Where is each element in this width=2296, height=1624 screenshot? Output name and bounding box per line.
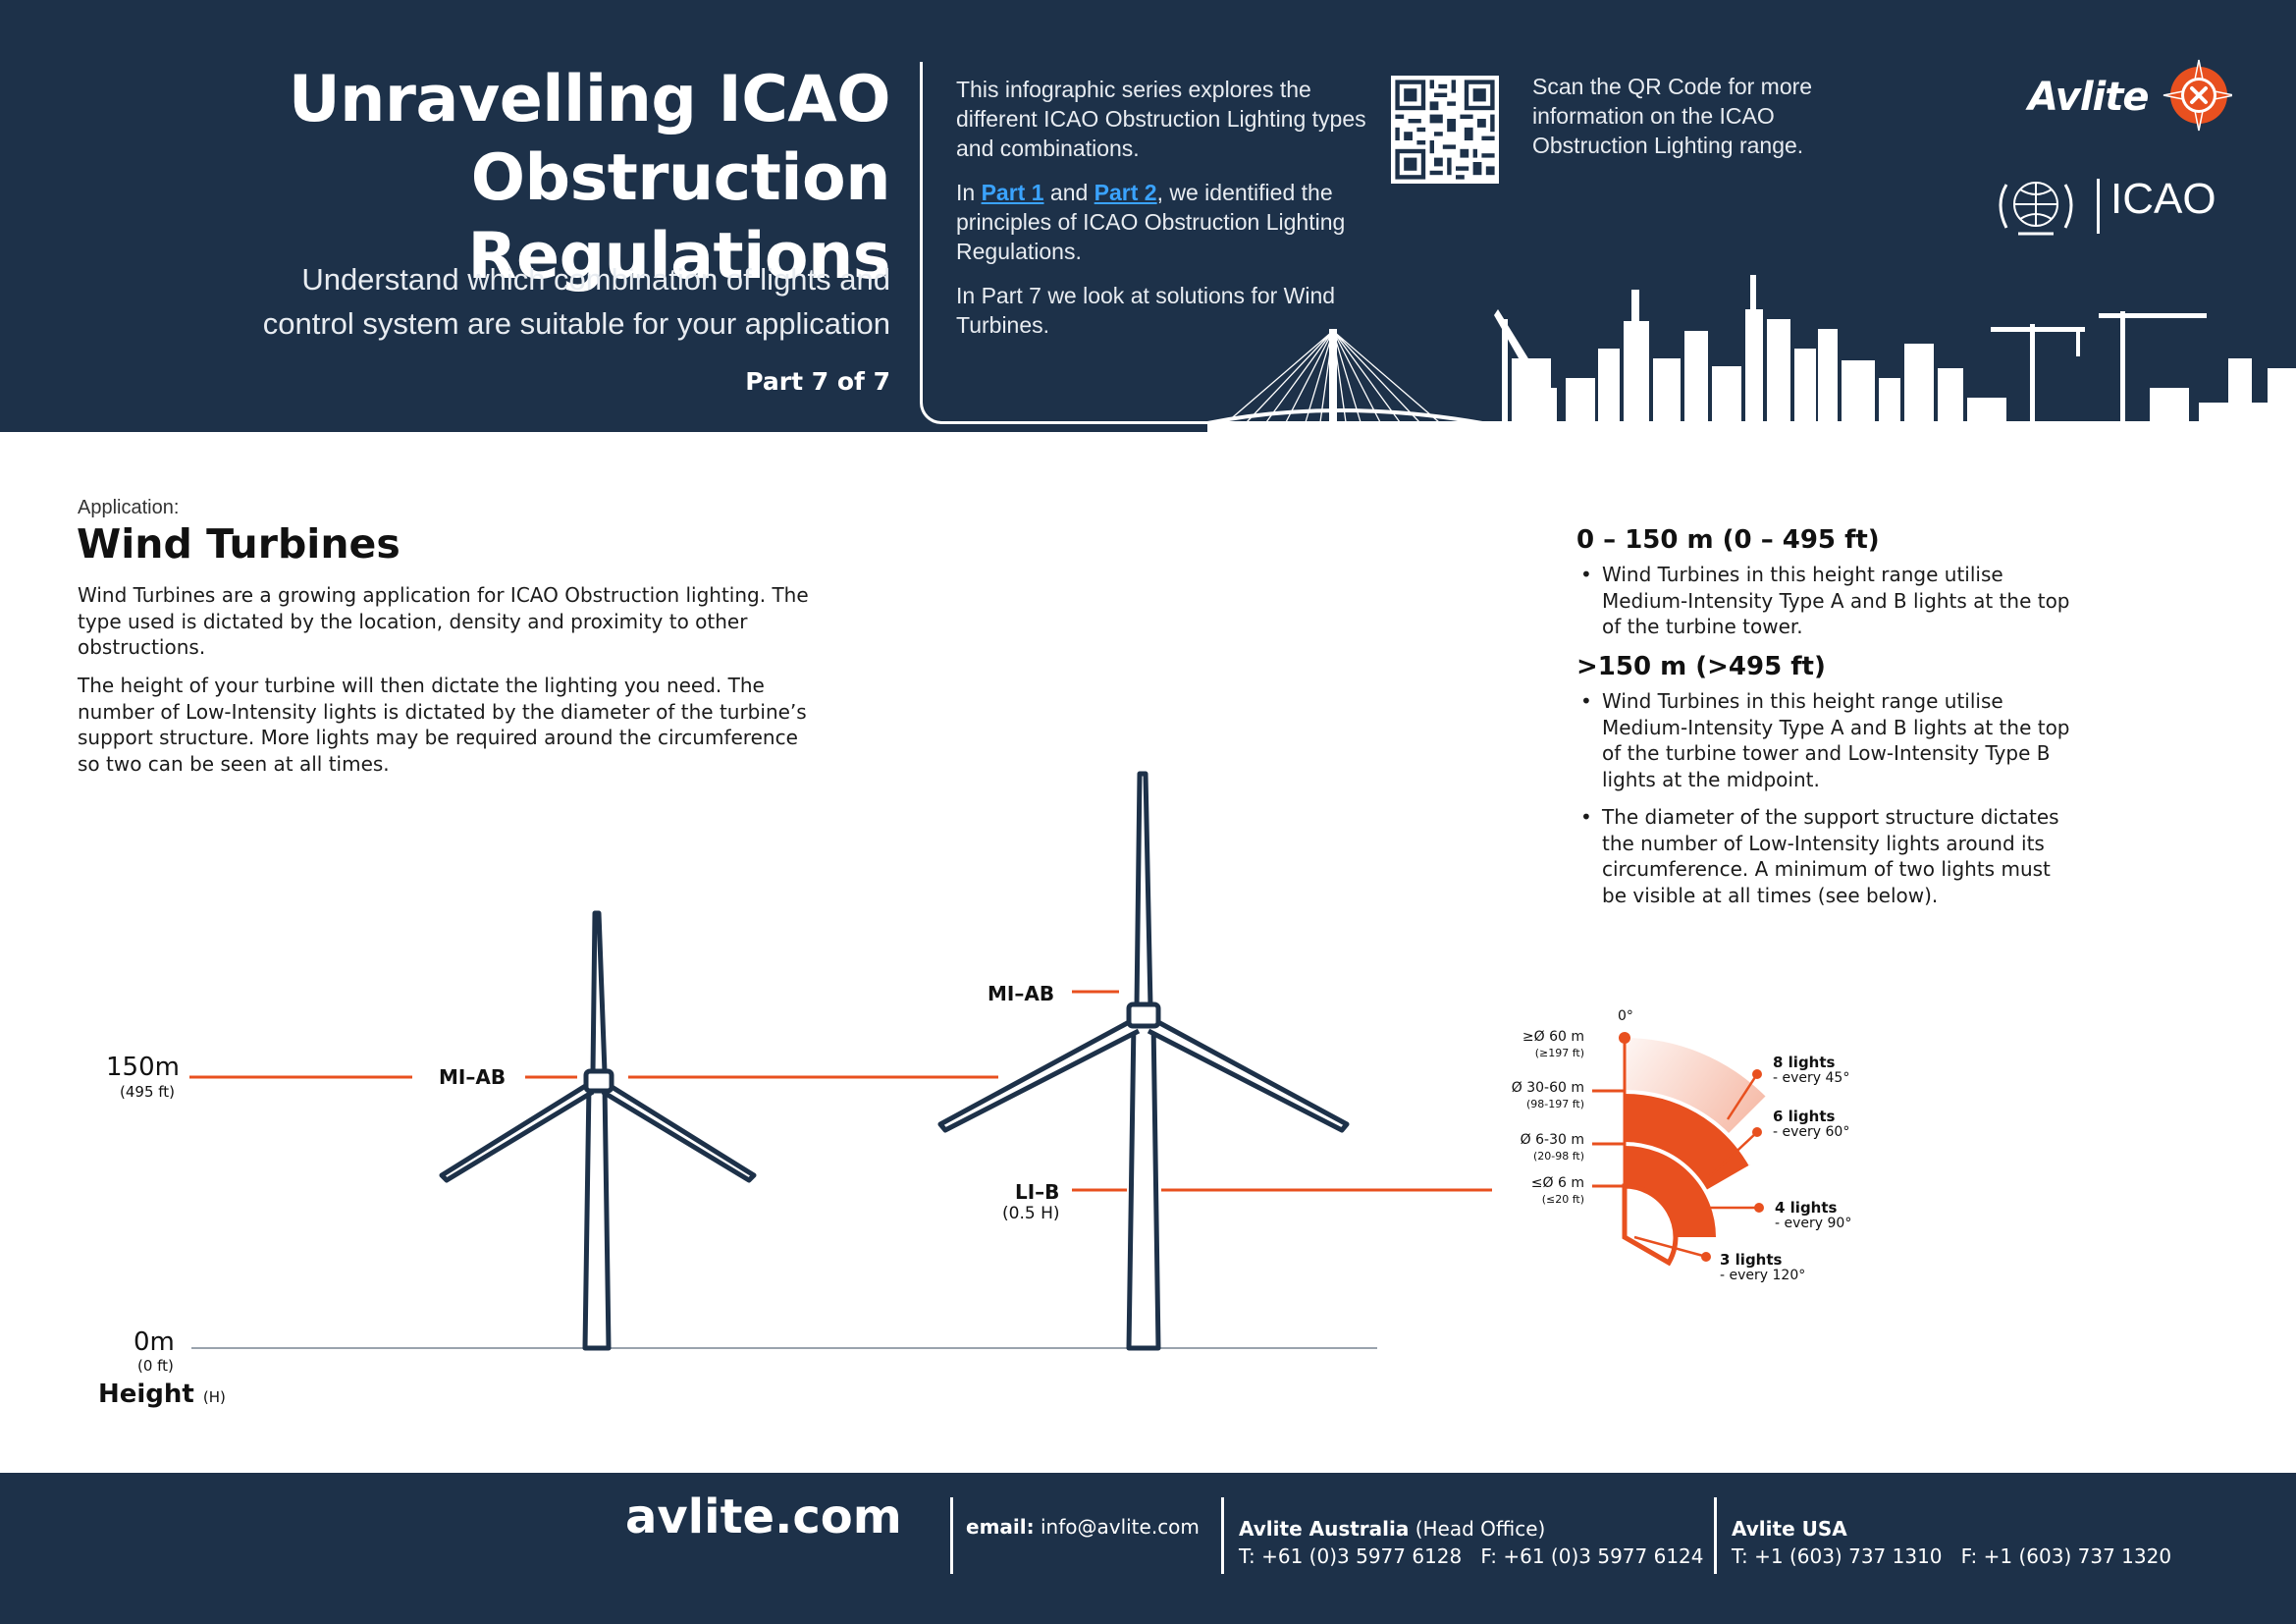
diameter-label-4: ≤Ø 6 m <box>1530 1175 1584 1191</box>
office-usa: Avlite USA T: +1 (603) 737 1310 F: +1 (6… <box>1732 1517 2172 1568</box>
website-link[interactable]: avlite.com <box>625 1489 902 1544</box>
turbine-2-li-b-sub: (0.5 H) <box>1002 1204 1060 1223</box>
light-diameter-chart <box>1592 1032 1766 1267</box>
icao-wordmark: ICAO <box>2110 175 2216 223</box>
part-indicator: Part 7 of 7 <box>745 367 890 396</box>
intro-paragraph-3: In Part 7 we look at solutions for Wind … <box>956 283 1336 338</box>
range-heading-over-150: >150 m (>495 ft) <box>1576 652 1826 681</box>
diameter-label-3: Ø 6-30 m <box>1520 1132 1584 1148</box>
lights-label-8: 8 lights <box>1773 1054 1836 1071</box>
turbine-diagram: 150m (495 ft) 0m (0 ft) Height (H) MI–AB… <box>0 746 2296 1434</box>
height-0-label: 0m <box>133 1327 175 1357</box>
chart-ring-3-lights <box>1622 1183 1679 1267</box>
turbine-2-mi-ab-label: MI–AB <box>988 982 1055 1005</box>
title-line-1: Unravelling ICAO <box>288 63 891 136</box>
office-australia-phones: T: +61 (0)3 5977 6128 F: +61 (0)3 5977 6… <box>1239 1544 1704 1568</box>
application-title: Wind Turbines <box>77 520 400 568</box>
lights-label-6: 6 lights <box>1773 1108 1836 1125</box>
avlite-logo[interactable] <box>2026 59 2232 137</box>
intro-text-2: The height of your turbine will then dic… <box>78 674 807 776</box>
range-heading-0-150: 0 – 150 m (0 – 495 ft) <box>1576 525 1880 555</box>
intro-text-1: Wind Turbines are a growing application … <box>78 583 809 659</box>
page-title: Unravelling ICAO Obstruction Regulations <box>105 61 891 297</box>
city-skyline-illustration <box>1207 275 2296 432</box>
lights-spacing-3: - every 120° <box>1720 1268 1806 1283</box>
height-axis-label: Height (H) <box>98 1380 226 1409</box>
footer-divider-1 <box>950 1497 953 1574</box>
avlite-wordmark: Avlite <box>2028 75 2150 120</box>
height-150-label: 150m <box>106 1053 180 1082</box>
diameter-ft-label-4: (≤20 ft) <box>1541 1193 1584 1206</box>
wind-turbine-2 <box>937 771 1350 1351</box>
part-2-link[interactable]: Part 2 <box>1094 180 1157 205</box>
lights-label-3: 3 lights <box>1720 1251 1783 1269</box>
subtitle-line-1: Understand which combination of lights a… <box>301 262 890 297</box>
diameter-ft-label-2: (98-197 ft) <box>1525 1098 1584 1110</box>
application-label: Application: <box>78 497 180 518</box>
turbine-1-mi-ab-label: MI–AB <box>439 1065 507 1089</box>
range-bullet-over-150-1: Wind Turbines in this height range utili… <box>1576 688 2073 792</box>
footer-divider-3 <box>1714 1497 1717 1574</box>
footer-bar <box>0 1473 2296 1624</box>
qr-description: Scan the QR Code for more information on… <box>1532 74 1813 158</box>
turbine-2-li-b-label: LI–B <box>1015 1180 1060 1204</box>
diameter-label-2: Ø 30-60 m <box>1511 1080 1584 1096</box>
lights-spacing-8: - every 45° <box>1773 1070 1850 1086</box>
diameter-ft-label-3: (20-98 ft) <box>1532 1150 1584 1163</box>
range-bullet-over-150-2: The diameter of the support structure di… <box>1576 804 2073 908</box>
email-contact: email: info@avlite.com <box>966 1515 1200 1539</box>
height-150-ft-label: (495 ft) <box>120 1083 176 1101</box>
page-subtitle: Understand which combination of lights a… <box>105 257 890 346</box>
lights-label-4: 4 lights <box>1775 1199 1838 1217</box>
title-line-2: Obstruction Regulations <box>467 141 890 294</box>
wind-turbine-1 <box>439 910 757 1351</box>
office-australia: Avlite Australia (Head Office) T: +61 (0… <box>1239 1517 1704 1568</box>
email-link[interactable]: info@avlite.com <box>1040 1515 1200 1539</box>
qr-code-icon[interactable] <box>1391 76 1499 184</box>
range-bullet-0-150: Wind Turbines in this height range utili… <box>1576 562 2073 640</box>
turbine-drawing <box>189 771 1766 1351</box>
lights-spacing-4: - every 90° <box>1775 1216 1852 1231</box>
lights-spacing-6: - every 60° <box>1773 1124 1850 1140</box>
intro-paragraph-1: This infographic series explores the dif… <box>956 77 1366 161</box>
part-1-link[interactable]: Part 1 <box>981 180 1044 205</box>
subtitle-line-2: control system are suitable for your app… <box>262 306 890 341</box>
intro-paragraph-2: In Part 1 and Part 2, we identified the … <box>956 180 1346 264</box>
icao-emblem-icon <box>1999 179 2100 236</box>
office-usa-phones: T: +1 (603) 737 1310 F: +1 (603) 737 132… <box>1732 1544 2172 1568</box>
diameter-ft-label-1: (≥197 ft) <box>1534 1047 1584 1059</box>
footer-divider-2 <box>1221 1497 1224 1574</box>
diameter-label-1: ≥Ø 60 m <box>1522 1029 1584 1045</box>
chart-zero-label: 0° <box>1618 1008 1633 1024</box>
height-0-ft-label: (0 ft) <box>137 1357 174 1375</box>
